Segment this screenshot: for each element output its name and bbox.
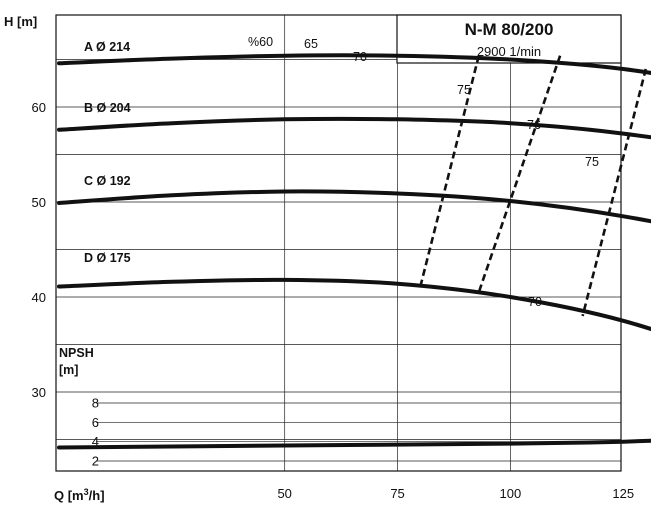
npsh-tick-label: 4 bbox=[92, 434, 99, 449]
x-tick-label: 125 bbox=[612, 486, 634, 501]
npsh-axis-label: NPSH [m] bbox=[59, 346, 94, 377]
head-curve bbox=[57, 189, 651, 224]
curve-labels: A Ø 214 B Ø 204 C Ø 192 D Ø 175 %60 65 70 75 76 7… bbox=[84, 35, 599, 309]
curve-label: A Ø 214 bbox=[84, 40, 130, 54]
efficiency-label: 70 bbox=[528, 295, 542, 309]
efficiency-label: 70 bbox=[353, 50, 367, 64]
curve-label: B Ø 204 bbox=[84, 101, 131, 115]
y-tick-label: 50 bbox=[32, 195, 46, 210]
x-tick-label: 50 bbox=[277, 486, 291, 501]
curve-label: D Ø 175 bbox=[84, 251, 131, 265]
efficiency-label: 75 bbox=[585, 155, 599, 169]
title-box: N-M 80/200 2900 1/min bbox=[396, 14, 622, 64]
y-tick-labels: 30 40 50 60 bbox=[32, 100, 46, 400]
x-tick-label: 75 bbox=[390, 486, 404, 501]
chart-subtitle: 2900 1/min bbox=[477, 44, 541, 59]
x-tick-labels: 5075100125150175200225250 bbox=[277, 486, 634, 501]
npsh-tick-labels: 2 4 6 8 bbox=[92, 395, 99, 468]
npsh-curve bbox=[57, 438, 651, 450]
efficiency-label: 75 bbox=[457, 83, 471, 97]
efficiency-label: %60 bbox=[248, 35, 273, 49]
npsh-label-line2: [m] bbox=[59, 363, 78, 377]
head-curve bbox=[57, 277, 651, 332]
y-tick-label: 60 bbox=[32, 100, 46, 115]
grid bbox=[56, 15, 621, 471]
efficiency-lines bbox=[418, 55, 648, 317]
npsh-tick-label: 6 bbox=[92, 415, 99, 430]
efficiency-label: 76 bbox=[527, 118, 541, 132]
head-curve bbox=[57, 53, 651, 75]
y-tick-label: 30 bbox=[32, 385, 46, 400]
chart-title: N-M 80/200 bbox=[465, 20, 554, 39]
efficiency-line bbox=[581, 68, 648, 317]
head-curve bbox=[57, 116, 651, 140]
npsh-label-line1: NPSH bbox=[59, 346, 94, 360]
npsh-tick-label: 2 bbox=[92, 454, 99, 469]
head-curves bbox=[57, 53, 651, 332]
x-tick-label: 100 bbox=[500, 486, 522, 501]
plot-frame bbox=[55, 14, 622, 472]
curve-label: C Ø 192 bbox=[84, 174, 131, 188]
x-axis-label: Q [m3/h] bbox=[54, 487, 105, 503]
efficiency-label: 65 bbox=[304, 37, 318, 51]
y-tick-label: 40 bbox=[32, 290, 46, 305]
efficiency-line bbox=[477, 55, 562, 293]
npsh-tick-label: 8 bbox=[92, 395, 99, 410]
y-axis-label: H [m] bbox=[4, 14, 37, 29]
